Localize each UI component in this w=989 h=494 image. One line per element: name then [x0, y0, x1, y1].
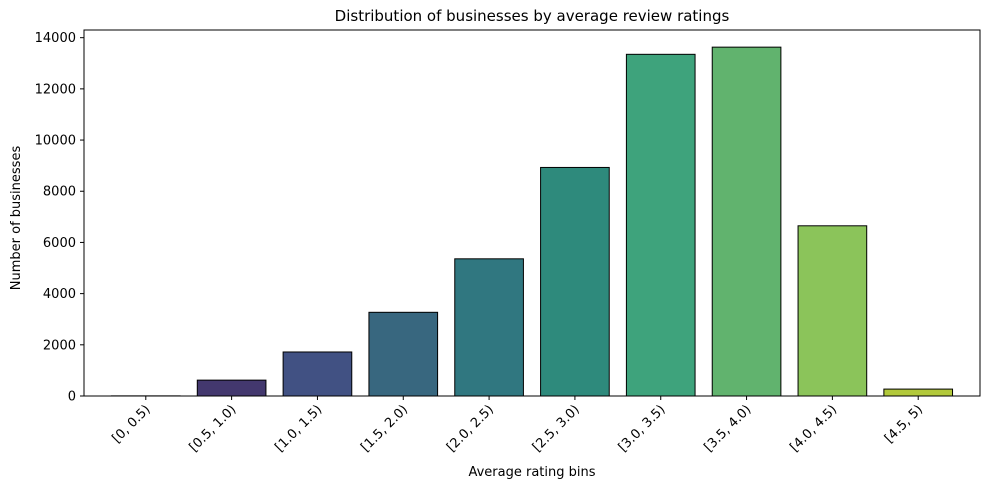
bar — [197, 380, 266, 396]
x-tick-label: [1.0, 1.5) — [272, 402, 325, 455]
y-tick-label: 8000 — [43, 185, 76, 200]
bar — [541, 167, 610, 396]
y-tick-label: 4000 — [43, 287, 76, 302]
y-tick-label: 10000 — [35, 134, 76, 149]
y-axis: 0 2000 4000 6000 8000 10000 12000 14000 — [35, 31, 84, 404]
y-tick-label: 12000 — [35, 82, 76, 97]
bar — [798, 226, 867, 396]
y-tick-label: 14000 — [35, 31, 76, 46]
y-tick-label: 6000 — [43, 236, 76, 251]
x-tick-label: [2.0, 2.5) — [444, 402, 497, 455]
bar — [884, 389, 953, 396]
x-tick-label: [0, 0.5) — [110, 402, 154, 446]
bar — [626, 54, 695, 396]
bar — [712, 47, 781, 396]
bar — [283, 352, 352, 396]
x-tick-label: [3.5, 4.0) — [702, 402, 755, 455]
x-axis-title: Average rating bins — [468, 465, 595, 480]
x-tick-label: [4.5, 5) — [882, 402, 926, 446]
bars-layer — [111, 47, 952, 396]
x-tick-label: [2.5, 3.0) — [530, 402, 583, 455]
y-tick-label: 0 — [68, 390, 76, 405]
x-tick-label: [4.0, 4.5) — [787, 402, 840, 455]
bar — [455, 259, 524, 396]
x-axis: [0, 0.5) [0.5, 1.0) [1.0, 1.5) [1.5, 2.0) [2… — [110, 396, 927, 455]
x-tick-label: [3.0, 3.5) — [616, 402, 669, 455]
x-tick-label: [0.5, 1.0) — [187, 402, 240, 455]
chart-title: Distribution of businesses by average re… — [335, 7, 730, 25]
x-tick-label: [1.5, 2.0) — [358, 402, 411, 455]
y-axis-title: Number of businesses — [9, 146, 24, 291]
y-tick-label: 2000 — [43, 338, 76, 353]
bar — [369, 312, 438, 396]
